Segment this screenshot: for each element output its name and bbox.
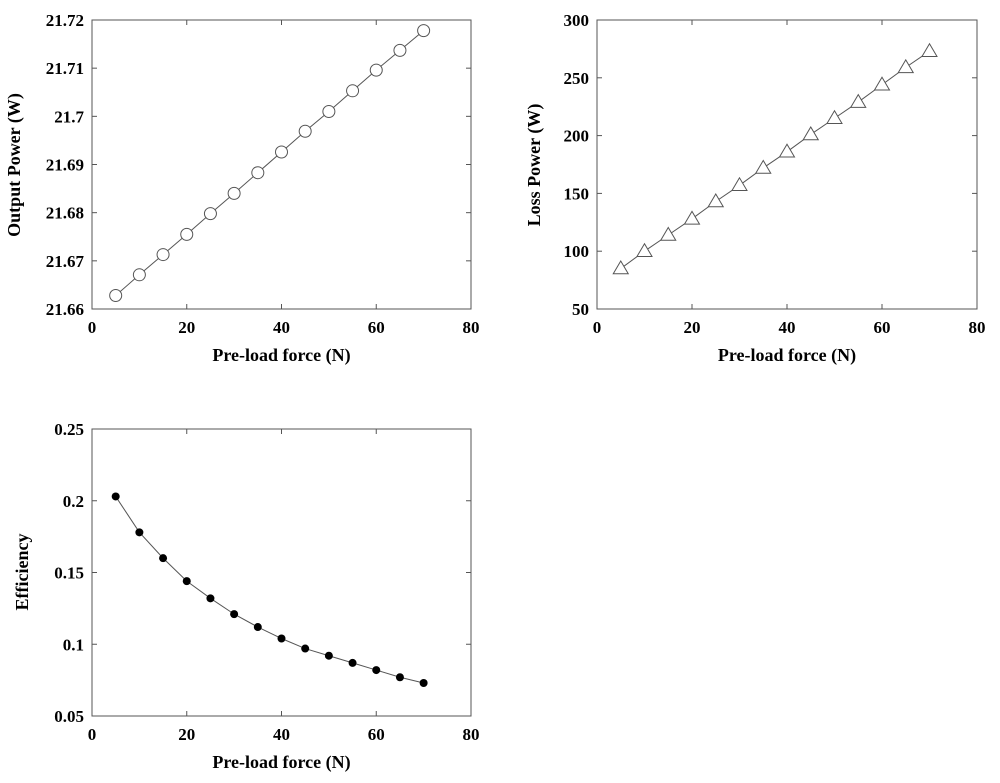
loss-power-point: [754, 159, 772, 174]
loss-power-point: [849, 93, 867, 108]
loss-power-point: [636, 242, 653, 257]
output-power-x-axis-label: Pre-load force (N): [212, 345, 350, 366]
efficiency-point: [182, 577, 191, 586]
output-power-x-tick-label: 40: [273, 318, 290, 337]
loss-power-point: [826, 109, 843, 125]
efficiency-y-tick-label: 0.05: [54, 707, 84, 726]
efficiency-x-tick-label: 20: [178, 725, 195, 744]
efficiency-series-line: [115, 496, 424, 684]
loss-power-point: [778, 143, 796, 158]
efficiency-y-tick-label: 0.1: [63, 635, 84, 654]
efficiency-point: [135, 528, 144, 537]
efficiency-point: [348, 658, 357, 667]
output-power-point: [369, 63, 383, 77]
loss-power-point: [897, 58, 915, 74]
efficiency-point: [111, 492, 120, 501]
output-power-point: [251, 166, 265, 180]
loss-power-point: [683, 210, 701, 225]
efficiency-point: [277, 634, 286, 643]
output-power-point: [180, 227, 194, 241]
efficiency-point: [372, 666, 381, 675]
efficiency-chart: 0 20 40 60 80 0.05 0.1 0.15 0.2 0.25 Pre-load forc…: [12, 420, 480, 773]
efficiency-y-tick-label: 0.15: [54, 564, 84, 583]
output-power-y-tick-label: 21.72: [46, 11, 84, 30]
loss-power-y-tick-label: 100: [564, 242, 590, 261]
efficiency-y-axis-label: Efficiency: [12, 534, 32, 611]
efficiency-x-tick-label: 40: [273, 725, 290, 744]
output-power-point: [298, 124, 312, 138]
output-power-y-tick-label: 21.7: [54, 107, 84, 126]
loss-power-y-tick-label: 50: [572, 300, 589, 319]
efficiency-plot-frame: [91, 428, 472, 717]
output-power-x-tick-label: 60: [368, 318, 385, 337]
output-power-y-axis-label: Output Power (W): [4, 93, 25, 237]
loss-power-x-tick-label: 80: [969, 318, 986, 337]
output-power-point: [417, 24, 431, 38]
loss-power-chart: 0 20 40 60 80 50 100 150 200 250 300 Pre-load force…: [524, 11, 986, 366]
output-power-chart: 0 20 40 60 80 21.66 21.67 21.68 21.69 21.7 21.71 21…: [4, 11, 480, 366]
output-power-point: [346, 84, 360, 98]
efficiency-y-tick-label: 0.2: [63, 492, 84, 511]
loss-power-point: [921, 42, 938, 57]
efficiency-point: [324, 651, 333, 660]
loss-power-point: [659, 226, 677, 241]
loss-power-point: [731, 176, 748, 192]
output-power-point: [227, 186, 241, 200]
loss-power-y-axis-label: Loss Power (W): [524, 104, 545, 227]
loss-power-point: [802, 125, 820, 141]
efficiency-point: [206, 594, 215, 603]
loss-power-point: [612, 260, 630, 275]
output-power-point: [109, 289, 123, 303]
efficiency-point: [419, 678, 428, 687]
loss-power-x-tick-label: 60: [874, 318, 891, 337]
output-power-point: [132, 268, 146, 282]
loss-power-point: [707, 193, 725, 208]
output-power-y-tick-label: 21.66: [46, 300, 84, 319]
output-power-x-tick-label: 20: [178, 318, 195, 337]
loss-power-x-tick-label: 40: [779, 318, 796, 337]
efficiency-point: [159, 554, 168, 563]
output-power-x-tick-label: 0: [88, 318, 97, 337]
efficiency-x-axis-label: Pre-load force (N): [212, 752, 350, 773]
loss-power-plot-frame: [596, 19, 978, 310]
efficiency-x-tick-label: 80: [463, 725, 480, 744]
efficiency-point: [230, 610, 239, 619]
efficiency-point: [301, 644, 310, 653]
output-power-x-tick-label: 80: [463, 318, 480, 337]
efficiency-x-tick-label: 60: [368, 725, 385, 744]
efficiency-x-tick-label: 0: [88, 725, 97, 744]
loss-power-x-tick-label: 0: [593, 318, 602, 337]
efficiency-point: [395, 673, 404, 682]
output-power-plot-frame: [91, 19, 472, 310]
loss-power-point: [873, 76, 891, 91]
output-power-y-tick-label: 21.68: [46, 204, 84, 223]
loss-power-x-axis-label: Pre-load force (N): [718, 345, 856, 366]
loss-power-y-tick-label: 150: [564, 184, 590, 203]
loss-power-x-tick-label: 20: [684, 318, 701, 337]
output-power-y-tick-label: 21.69: [46, 156, 84, 175]
loss-power-y-tick-label: 300: [564, 11, 590, 30]
output-power-y-tick-label: 21.67: [46, 252, 85, 271]
output-power-point: [393, 43, 407, 57]
efficiency-y-tick-label: 0.25: [54, 420, 84, 439]
output-power-point: [156, 248, 170, 262]
efficiency-point: [253, 623, 262, 632]
output-power-point: [275, 145, 288, 159]
loss-power-y-tick-label: 250: [564, 69, 590, 88]
output-power-y-tick-label: 21.71: [46, 59, 84, 78]
output-power-point: [322, 105, 336, 119]
output-power-point: [203, 207, 217, 221]
loss-power-y-tick-label: 200: [564, 127, 590, 146]
